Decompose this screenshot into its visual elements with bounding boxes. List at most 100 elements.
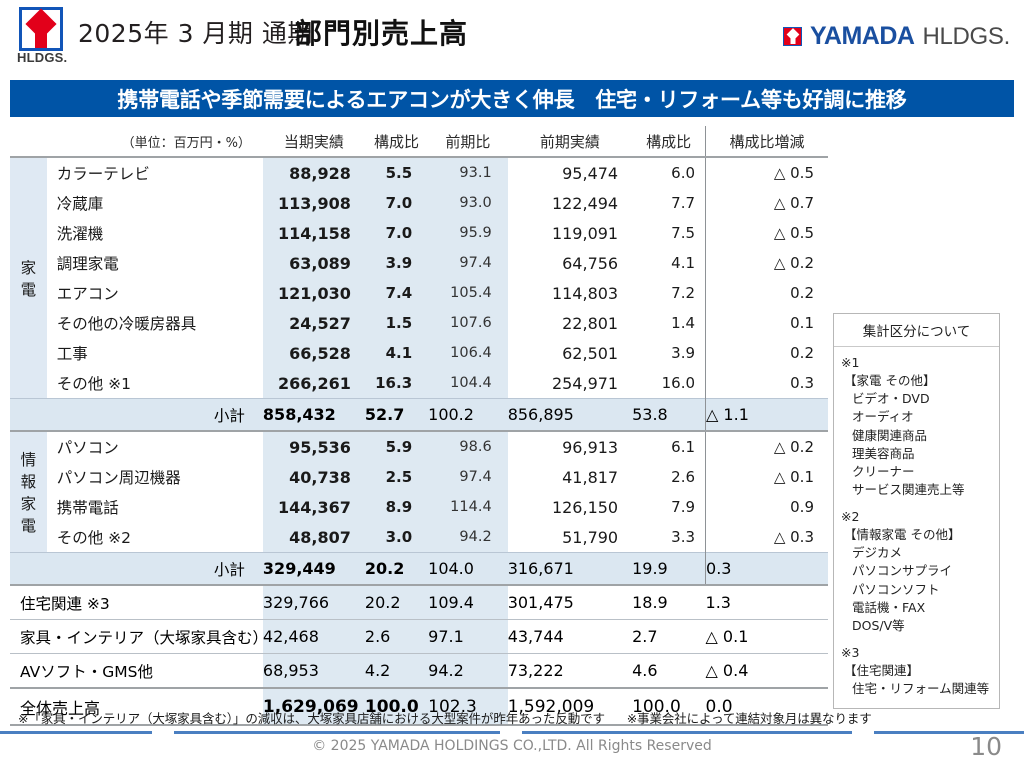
row-name: その他 ※1	[46, 368, 263, 399]
cell-prev-ratio: 2.7	[632, 619, 706, 654]
cell-current: 329,766	[262, 585, 365, 620]
cell-ratio: 1.5	[364, 308, 429, 338]
row-name: その他 ※2	[46, 522, 263, 553]
header-previous: 前期実績	[507, 126, 633, 158]
footnote-2: ※事業会社によって連結対象月は異なります	[626, 711, 872, 726]
cell-previous: 51,790	[507, 522, 633, 553]
cell-previous: 95,474	[507, 157, 633, 188]
group-label-joho: 情報家電	[10, 431, 47, 553]
header-unit: （単位：百万円・%）	[46, 126, 263, 158]
cell-yoy: 114.4	[428, 492, 508, 522]
copyright-text: © 2025 YAMADA HOLDINGS CO.,LTD. All Righ…	[312, 738, 712, 754]
cell-yoy: 95.9	[428, 218, 508, 248]
table-header-row: （単位：百万円・%） 当期実績 構成比 前期比 前期実績 構成比 構成比増減	[10, 126, 828, 158]
row-name: 調理家電	[46, 248, 263, 278]
legend-item: パソコンサプライ	[852, 563, 953, 579]
cell-yoy: 107.6	[428, 308, 508, 338]
cell-previous: 43,744	[507, 619, 633, 654]
cell-current: 42,468	[262, 619, 365, 654]
row-name: エアコン	[46, 278, 263, 308]
cell-prev-ratio: 3.3	[632, 522, 706, 553]
table-row: 洗濯機 114,158 7.0 95.9 119,091 7.5 △ 0.5	[10, 218, 828, 248]
cell-ratio: 100.0	[364, 687, 429, 726]
cell-previous: 73,222	[507, 653, 633, 689]
header-yoy: 前期比	[428, 126, 508, 158]
subtotal-label: 小計	[46, 552, 263, 586]
cell-yoy: 109.4	[428, 585, 508, 620]
header-ratio: 構成比	[364, 126, 429, 158]
cell-yoy: 93.1	[428, 157, 508, 188]
cell-previous: 41,817	[507, 462, 633, 492]
cell-ratio: 2.5	[364, 462, 429, 492]
cell-current: 68,953	[262, 653, 365, 689]
cell-ratio: 52.7	[364, 398, 429, 432]
cell-previous: 122,494	[507, 188, 633, 218]
table-row: その他 ※2 48,807 3.0 94.2 51,790 3.3 △ 0.3	[10, 522, 828, 553]
cell-ratio-diff: △ 0.3	[705, 522, 828, 553]
cell-current: 40,738	[262, 462, 365, 492]
table-row: AVソフト・GMS他 68,953 4.2 94.2 73,222 4.6 △ 0.4	[10, 653, 828, 689]
cell-prev-ratio: 3.9	[632, 338, 706, 368]
cell-current: 266,261	[262, 368, 365, 399]
row-name: その他の冷暖房器具	[46, 308, 263, 338]
cell-current: 858,432	[262, 398, 365, 432]
cell-ratio: 5.5	[364, 157, 429, 188]
cell-ratio-diff: 0.2	[705, 338, 828, 368]
legend-body: ※1 【家電 その他】 ビデオ・DVD オーディオ 健康関連商品 理美容商品 クリーナー サー…	[834, 347, 999, 708]
cell-yoy: 94.2	[428, 522, 508, 553]
legend-gap	[841, 635, 993, 644]
cell-ratio-diff: △ 0.2	[705, 431, 828, 462]
cell-previous: 856,895	[507, 398, 633, 432]
legend-item: 理美容商品	[852, 445, 915, 461]
footnote: ※「家具・インテリア（大塚家具含む）」の減収は、大塚家具店舗における大型案件が昨…	[18, 708, 872, 727]
cell-ratio-diff: △ 0.1	[705, 619, 828, 654]
cell-ratio-diff: 0.1	[705, 308, 828, 338]
cell-current: 24,527	[262, 308, 365, 338]
cell-prev-ratio: 6.0	[632, 157, 706, 188]
cell-ratio: 5.9	[364, 431, 429, 462]
cell-ratio: 16.3	[364, 368, 429, 399]
brand-mark-icon	[783, 27, 803, 46]
legend-item: サービス関連売上等	[852, 481, 965, 497]
row-name: パソコン周辺機器	[46, 462, 263, 492]
group-label-kaden: 家電	[10, 157, 47, 399]
sales-by-segment-table: （単位：百万円・%） 当期実績 構成比 前期比 前期実績 構成比 構成比増減 家…	[10, 126, 828, 726]
header-prev-ratio: 構成比	[632, 126, 706, 158]
cell-ratio-diff: 0.9	[705, 492, 828, 522]
cell-prev-ratio: 2.6	[632, 462, 706, 492]
header-current: 当期実績	[262, 126, 365, 158]
cell-current: 88,928	[262, 157, 365, 188]
cell-prev-ratio: 7.7	[632, 188, 706, 218]
cell-previous: 96,913	[507, 431, 633, 462]
cell-yoy: 97.1	[428, 619, 508, 654]
cell-ratio: 8.9	[364, 492, 429, 522]
cell-previous: 126,150	[507, 492, 633, 522]
cell-ratio: 2.6	[364, 619, 429, 654]
legend-gap	[841, 499, 993, 508]
cell-prev-ratio: 53.8	[632, 398, 706, 432]
legend-group-heading: 【住宅関連】	[844, 663, 920, 678]
cell-ratio-diff: △ 0.7	[705, 188, 828, 218]
subtotal-spacer	[10, 552, 47, 586]
cell-yoy: 105.4	[428, 278, 508, 308]
cell-ratio: 20.2	[364, 585, 429, 620]
page-number: 10	[970, 732, 1002, 758]
cell-ratio: 3.0	[364, 522, 429, 553]
row-name: パソコン	[46, 431, 263, 462]
brand-hldgs: HLDGS.	[922, 22, 1010, 50]
legend-mark: ※3	[841, 644, 860, 660]
cell-current: 95,536	[262, 431, 365, 462]
legend-mark: ※2	[841, 509, 860, 524]
table-row: パソコン周辺機器 40,738 2.5 97.4 41,817 2.6 △ 0.1	[10, 462, 828, 492]
legend-item: クリーナー	[852, 463, 915, 479]
row-name: 家具・インテリア（大塚家具含む）	[10, 619, 268, 654]
legend-item: 住宅・リフォーム関連等	[852, 681, 990, 697]
cell-current: 329,449	[262, 552, 365, 586]
cell-prev-ratio: 1.4	[632, 308, 706, 338]
cell-prev-ratio: 100.0	[632, 687, 706, 726]
page-title: 部門別売上高	[294, 17, 469, 50]
cell-prev-ratio: 7.5	[632, 218, 706, 248]
cell-previous: 301,475	[507, 585, 633, 620]
cell-yoy: 97.4	[428, 462, 508, 492]
